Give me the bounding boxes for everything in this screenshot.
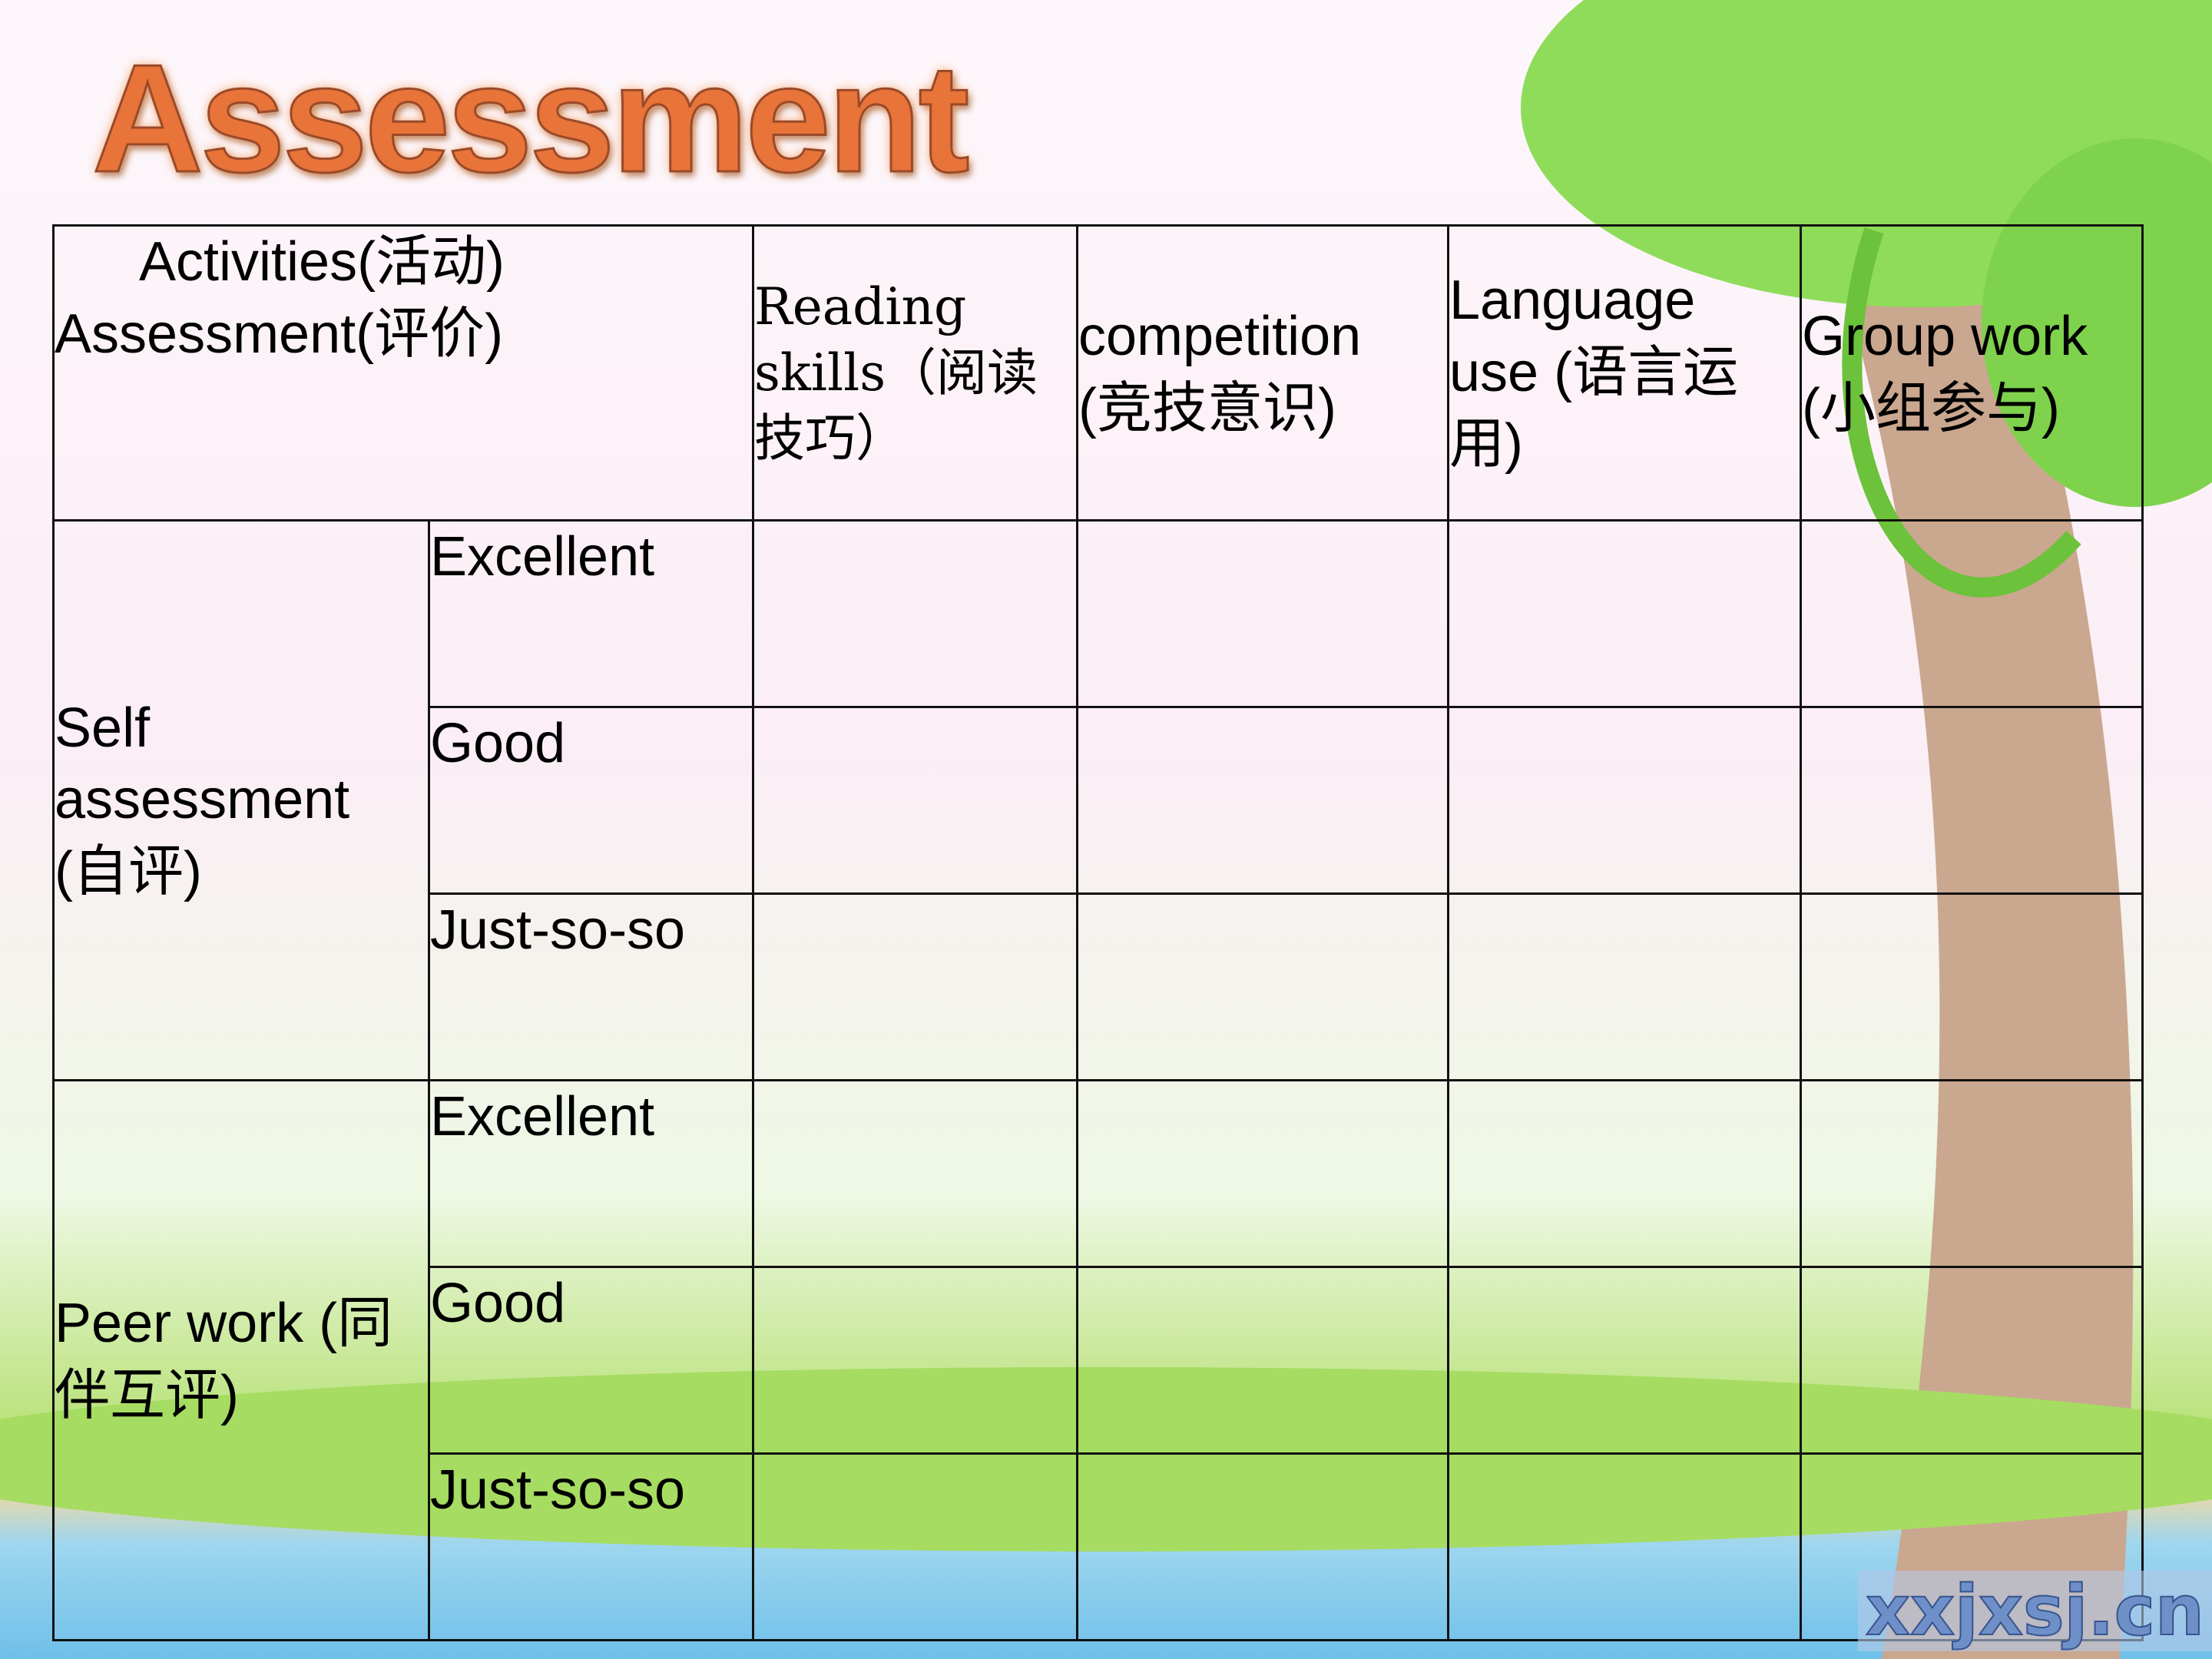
corner-line: Activities(活动) — [139, 231, 505, 293]
empty-cell — [1800, 1079, 2144, 1268]
watermark: xxjxsj.cn — [1857, 1570, 2212, 1652]
empty-cell — [1076, 892, 1449, 1081]
assessment-table: Activities(活动) Assessment(评价) Reading skil… — [52, 224, 2212, 1641]
empty-cell — [752, 1266, 1078, 1455]
empty-cell — [1076, 1452, 1449, 1641]
empty-cell — [1447, 892, 1802, 1081]
level-row: Good — [54, 706, 2212, 895]
column-header: Language use (语言运用) — [1447, 224, 1802, 522]
level-label: Excellent — [428, 519, 754, 708]
column-header: competition (竞技意识) — [1076, 224, 1449, 522]
corner-line: Assessment(评价) — [55, 303, 504, 365]
level-label: Just-so-so — [428, 892, 754, 1081]
empty-cell — [752, 1452, 1078, 1641]
level-row: Just-so-so — [54, 892, 2212, 1081]
empty-cell — [752, 892, 1078, 1081]
empty-cell — [1447, 1452, 1802, 1641]
slide-title: Assessment — [91, 32, 970, 206]
level-row: Self assessment (自评) Excellent — [52, 519, 2212, 1081]
empty-cell — [1447, 706, 1802, 895]
header-row: Activities(活动) Assessment(评价) Reading skil… — [52, 224, 2212, 522]
empty-cell — [1800, 706, 2144, 895]
level-label: Just-so-so — [428, 1452, 754, 1641]
level-label: Excellent — [428, 1079, 754, 1268]
column-header: Reading skills（阅读技巧） — [752, 224, 1078, 522]
empty-cell — [752, 519, 1078, 708]
empty-cell — [1076, 1266, 1449, 1455]
empty-cell — [1076, 706, 1449, 895]
empty-cell — [1447, 519, 1802, 708]
empty-cell — [1800, 892, 2144, 1081]
level-label: Good — [428, 706, 754, 895]
group-label: Peer work (同伴互评) — [52, 1079, 430, 1641]
level-label: Good — [428, 1266, 754, 1455]
empty-cell — [1076, 519, 1449, 708]
level-row: Good — [54, 1266, 2212, 1455]
empty-cell — [1447, 1079, 1802, 1268]
empty-cell — [1447, 1266, 1802, 1455]
empty-cell — [752, 706, 1078, 895]
column-header: Group work (小组参与) — [1800, 224, 2144, 522]
empty-cell — [1800, 1266, 2144, 1455]
corner-cell: Activities(活动) Assessment(评价) — [52, 224, 754, 522]
empty-cell — [752, 1079, 1078, 1268]
empty-cell — [1800, 519, 2144, 708]
empty-cell — [1076, 1079, 1449, 1268]
group-label: Self assessment (自评) — [52, 519, 430, 1081]
level-row: Peer work (同伴互评) Excellent — [52, 1079, 2212, 1641]
